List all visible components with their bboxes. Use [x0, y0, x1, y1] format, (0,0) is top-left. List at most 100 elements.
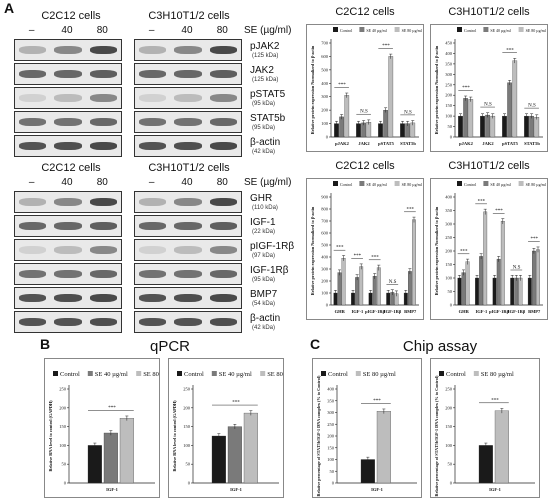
chart-2-sig-2: ***	[371, 255, 379, 260]
chart-1-legend-label-0: Control	[464, 28, 477, 33]
blot-top-band-0-2-1	[54, 94, 82, 102]
blot-top-band-1-0-0	[139, 46, 167, 54]
chart-3-sig-0: ***	[460, 249, 468, 254]
chart-7-legend-label-1: SE 80 µg/ml	[481, 371, 514, 378]
chart-2-cat-label-0: GHR	[335, 309, 346, 314]
chart-3-bar-2-2	[500, 221, 505, 306]
chart-1-ytick-label-7: 350	[445, 61, 453, 66]
chart-2-ytick-label-8: 800	[321, 207, 329, 212]
chart-1-legend-swatch-0	[457, 27, 462, 32]
blot-bottom-c2c12-title: C2C12 cells	[41, 162, 101, 174]
chart-2-ytick-label-9: 900	[321, 195, 329, 200]
panel-letter-a: A	[4, 0, 15, 16]
chart-2-cat-label-1: IGF-1	[352, 309, 364, 314]
chart-7-ylabel: Relative percentage of STAT5b/IGF-1 DNA …	[434, 375, 439, 496]
chart-7-legend-swatch-0	[439, 371, 444, 376]
chart-4-legend-label-0: Control	[60, 371, 80, 378]
blot-top-band-0-4-1	[54, 142, 82, 150]
blot-bottom-band-1-2-2	[209, 246, 237, 254]
chart-3-cat-label-2: pIGF-1Rβ	[489, 309, 510, 314]
chart-1-ytick-label-0: 0	[450, 135, 453, 140]
chart-0-ytick-label-7: 700	[321, 41, 329, 46]
chart-4-ytick-label-2: 100	[59, 443, 67, 448]
chart-0-title: C2C12 cells	[335, 6, 395, 18]
chart-2-bar-1-1	[355, 277, 360, 306]
blot-bottom-blot-0-0	[14, 191, 122, 213]
chart-1-sig-1: N.S	[484, 103, 492, 108]
blot-bottom-band-0-3-1	[54, 270, 82, 278]
chart-0-legend-label-2: SE 80 µg/ml	[402, 28, 423, 33]
chart-5-bar-0-2	[243, 412, 258, 484]
chart-0-legend-label-1: SE 40 µg/ml	[366, 28, 387, 33]
blot-top-lane-1-2: 80	[216, 25, 228, 36]
chart-0-ytick-label-2: 200	[321, 108, 329, 113]
chart-2-ytick-label-5: 500	[321, 243, 329, 248]
blot-bottom-blot-1-2	[134, 239, 242, 261]
chart-3-ytick-label-5: 250	[445, 235, 453, 240]
chart-0-cat-label-0: pJAK2	[335, 141, 350, 146]
blot-bottom-band-0-0-2	[89, 198, 117, 206]
blot-top-blot-0-3	[14, 111, 122, 133]
blot-top-band-0-1-1	[54, 70, 82, 78]
blot-bottom-band-1-4-2	[209, 294, 237, 302]
chart-3-ytick-label-7: 350	[445, 208, 453, 213]
chart-1-ytick-label-2: 100	[445, 114, 453, 119]
chart-0-legend-label-0: Control	[340, 28, 353, 33]
blot-bottom-band-0-4-0	[19, 294, 47, 302]
chart-3-legend-swatch-1	[483, 181, 489, 186]
chart-5-frame: Control SE 40 µg/ml SE 80 µg/ml 0 50 100 150 20…	[168, 358, 284, 498]
chart-1-cat-label-2: pSTAT5	[502, 141, 519, 146]
chart-3-sig-2: ***	[495, 209, 503, 214]
blot-bottom-band-1-1-1	[174, 222, 202, 230]
chart-4-ytick-label-3: 150	[59, 424, 67, 429]
chart-6-ytick-label-4: 200	[327, 434, 335, 439]
blot-top-band-0-1-2	[89, 70, 117, 78]
chart-1-legend: Control SE 40 µg/ml SE 80 µg/ml	[457, 27, 547, 33]
chart-2-cat-label-3: IGF-1Rβ	[384, 309, 402, 314]
chart-1-ytick-label-5: 250	[445, 82, 453, 87]
blot-bottom-c3h-title: C3H10T1/2 cells	[148, 162, 230, 174]
chart-3-cat-label-0: GHR	[459, 309, 470, 314]
chart-3-legend-label-2: SE 80 µg/ml	[526, 182, 547, 187]
chart-3-cat-label-4: BMP7	[528, 309, 541, 314]
chart-2-ytick-label-2: 200	[321, 279, 329, 284]
blot-bottom-band-0-0-0	[19, 198, 47, 206]
chart-3-bar-3-1	[514, 277, 519, 306]
blot-top-band-1-2-2	[209, 94, 237, 102]
chart-1-bar-1-1	[485, 114, 490, 138]
chart-7-legend: Control SE 80 µg/ml	[439, 371, 514, 378]
chart-6-ytick-label-7: 350	[327, 398, 335, 403]
chart-1-bar-3-2	[534, 117, 540, 138]
blot-top-blot-1-3	[134, 111, 242, 133]
chart-5-cat-label-0: IGF-1	[230, 487, 242, 492]
blot-bottom-band-0-5-1	[54, 318, 82, 326]
chart-6-legend: Control SE 80 µg/ml	[321, 371, 396, 378]
chart-6-legend-swatch-0	[321, 371, 326, 376]
blot-bottom-protein-5: β-actin	[250, 313, 281, 324]
blot-bottom-blot-0-1	[14, 215, 122, 237]
blot-bottom-band-1-1-2	[209, 222, 237, 230]
chart-2-bar-0-1	[337, 272, 342, 306]
chart-1-legend-label-2: SE 80 µg/ml	[526, 28, 547, 33]
chart-6-ytick-label-1: 50	[330, 469, 335, 474]
chart-5-ytick-label-1: 50	[186, 462, 191, 467]
chart-2-legend-label-2: SE 80 µg/ml	[402, 182, 423, 187]
chart-3-ytick-label-8: 400	[445, 195, 453, 200]
blot-top-protein-2: pSTAT5	[250, 89, 286, 100]
blot-bottom-blot-0-2	[14, 239, 122, 261]
blot-bottom-blot-1-1	[134, 215, 242, 237]
blot-top-band-0-0-1	[54, 46, 82, 54]
chart-0-sig-0: ***	[338, 83, 346, 88]
chart-5-ytick-label-2: 100	[183, 443, 191, 448]
chart-6-frame: Control SE 80 µg/ml 0 50 100 150 200 250 300 350 4…	[312, 358, 422, 498]
blot-bottom-kda-5: (42 kDa)	[252, 325, 276, 331]
chart-0-bar-2-1	[383, 109, 388, 138]
chart-1-bar-1-0	[480, 115, 485, 138]
blot-bottom-blot-0-5	[14, 311, 122, 333]
blot-bottom-blot-1-4	[134, 287, 242, 309]
blot-bottom-band-1-3-1	[174, 270, 202, 278]
chart-3-legend-swatch-2	[518, 181, 524, 186]
chart-1-bar-0-2	[468, 99, 474, 138]
chart-1: C3H10T1/2 cells Control SE 40 µg/ml SE 80 µ…	[430, 6, 548, 152]
